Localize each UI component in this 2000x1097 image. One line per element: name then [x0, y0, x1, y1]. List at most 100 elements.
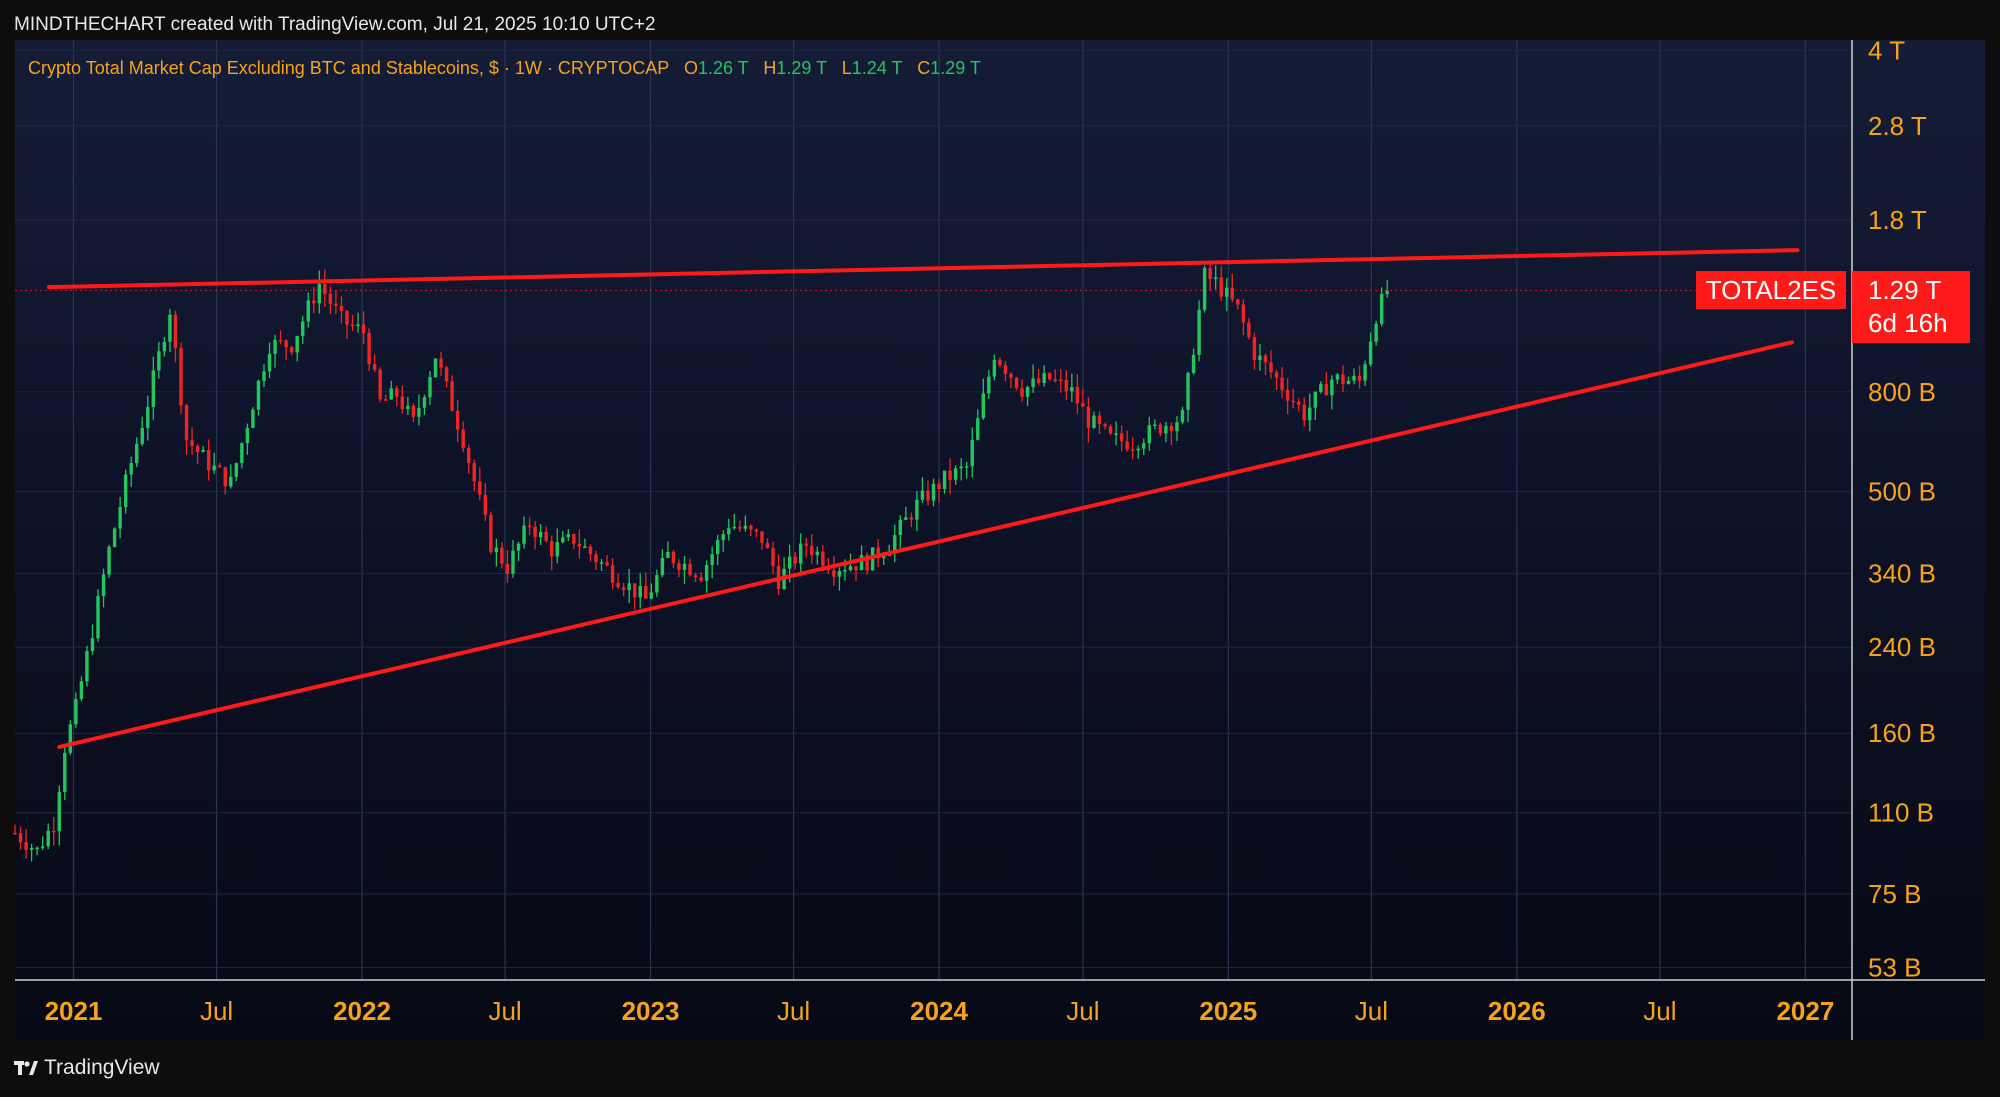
candle-body	[671, 551, 676, 564]
candle-body	[1219, 277, 1223, 297]
candle	[1020, 379, 1024, 402]
candle-body	[1081, 403, 1085, 407]
top-bar: MINDTHECHART created with TradingView.co…	[0, 0, 2000, 38]
candle-body	[1346, 380, 1351, 384]
price-tag: TOTAL2ES 1.29 T6d 16h	[1696, 271, 1970, 343]
candle	[1070, 373, 1074, 403]
candle-body	[317, 283, 322, 304]
x-tick-label: 2021	[45, 996, 103, 1026]
candle-body	[749, 525, 753, 530]
tradingview-brand[interactable]: TradingView	[14, 1056, 160, 1080]
candle-body	[389, 388, 393, 400]
candle-body	[555, 542, 559, 557]
candle	[1014, 376, 1019, 391]
candle-body	[417, 407, 421, 417]
candle	[693, 573, 698, 583]
candle-body	[1070, 386, 1074, 392]
candle-body	[738, 526, 742, 529]
candle	[998, 357, 1002, 368]
candle	[68, 720, 73, 756]
candle	[57, 785, 61, 846]
candle-body	[1335, 374, 1340, 380]
candle-body	[295, 336, 299, 353]
candle	[876, 539, 880, 567]
candle	[981, 378, 986, 420]
candle-body	[57, 792, 61, 832]
candle	[516, 541, 521, 562]
candle-body	[715, 540, 720, 555]
candle	[455, 400, 460, 443]
candle-body	[848, 566, 853, 571]
candle-body	[793, 556, 797, 564]
candle	[24, 829, 28, 859]
candle	[472, 459, 476, 491]
candle-body	[699, 577, 703, 581]
candle-body	[533, 526, 537, 538]
candle-body	[168, 314, 172, 342]
candle	[428, 371, 432, 405]
candlestick-series	[13, 261, 1389, 862]
candle-body	[627, 583, 631, 591]
candle	[96, 589, 100, 642]
candle	[1252, 332, 1257, 370]
candle	[334, 290, 338, 314]
candle-body	[107, 546, 111, 575]
candle	[959, 458, 963, 481]
candle-body	[140, 427, 144, 444]
candle-body	[339, 305, 344, 312]
candle-body	[549, 541, 554, 557]
candle	[987, 370, 991, 399]
candle	[931, 478, 936, 507]
tradingview-logo-icon	[14, 1061, 38, 1075]
candle	[251, 407, 255, 428]
candle-body	[522, 525, 526, 544]
candle	[1374, 320, 1378, 346]
x-tick-label: Jul	[1355, 996, 1388, 1026]
candle	[1247, 318, 1251, 340]
candle-body	[937, 483, 941, 490]
candle	[699, 572, 703, 583]
candle	[312, 287, 316, 314]
candle-body	[212, 465, 216, 471]
candle	[467, 444, 471, 474]
candle-body	[721, 534, 725, 541]
candle-body	[1213, 277, 1218, 280]
candle	[146, 395, 150, 441]
candle-body	[1236, 299, 1240, 305]
candle	[1142, 438, 1146, 456]
candle	[1363, 360, 1367, 387]
candle	[1208, 261, 1212, 291]
candle-body	[206, 449, 211, 471]
candle	[627, 569, 631, 604]
candle	[267, 342, 272, 379]
candle-body	[1357, 375, 1362, 381]
candle-body	[1202, 268, 1207, 310]
candle	[350, 314, 355, 332]
candle	[1296, 398, 1301, 412]
candle-body	[599, 562, 604, 564]
candle	[1346, 376, 1351, 385]
chart-panel[interactable]	[15, 40, 1985, 1040]
candle-body	[289, 347, 294, 353]
candle-body	[1385, 290, 1389, 294]
candle-body	[666, 551, 670, 558]
candle-body	[693, 575, 698, 578]
candle-body	[1042, 373, 1046, 383]
brand-name: TradingView	[44, 1056, 160, 1079]
candle	[206, 439, 211, 481]
candle	[339, 296, 344, 324]
candle-body	[771, 548, 775, 567]
candle-body	[240, 443, 244, 464]
candle-body	[1153, 424, 1157, 426]
candle-body	[273, 339, 277, 354]
candle-body	[1247, 322, 1251, 338]
candle	[671, 550, 676, 569]
candle	[90, 624, 95, 655]
candle-body	[942, 470, 947, 490]
candle-body	[743, 525, 748, 529]
candle-body	[461, 429, 465, 449]
candle-body	[173, 314, 178, 349]
candle-body	[588, 546, 593, 555]
candle-body	[406, 405, 410, 410]
